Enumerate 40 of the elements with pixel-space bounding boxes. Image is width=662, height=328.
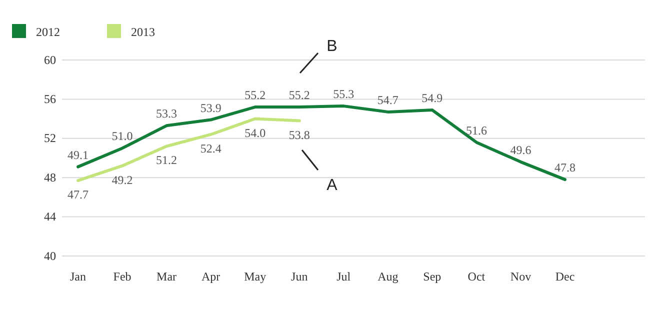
data-label: 51.6 — [466, 123, 487, 138]
x-tick-label: Jul — [336, 270, 352, 284]
x-tick-label: Jun — [291, 270, 308, 284]
x-tick-label: Apr — [201, 270, 220, 284]
data-label: 49.6 — [510, 142, 532, 157]
y-tick-label: 52 — [44, 131, 56, 146]
x-tick-label: May — [244, 270, 266, 284]
y-tick-label: 48 — [44, 170, 56, 184]
data-label: 47.7 — [68, 188, 88, 202]
x-tick-label: Nov — [510, 270, 532, 284]
x-tick-label: Oct — [468, 270, 486, 284]
y-tick-label: 60 — [44, 52, 56, 67]
data-label: 54.7 — [377, 92, 398, 107]
data-label: 55.3 — [333, 87, 354, 102]
x-tick-label: Aug — [378, 270, 398, 284]
legend-label: 2012 — [36, 25, 60, 39]
x-tick-label: Feb — [113, 270, 132, 284]
data-label: 51.2 — [156, 153, 178, 168]
x-tick-label: Jan — [70, 270, 86, 284]
annotation: A — [326, 177, 338, 194]
y-tick-label: 56 — [44, 92, 56, 106]
data-label: 53.3 — [156, 106, 178, 121]
x-tick-label: Sep — [423, 270, 442, 284]
data-label: 49.2 — [112, 172, 133, 187]
data-label: 54.9 — [422, 90, 443, 105]
x-tick-label: Dec — [555, 270, 575, 284]
x-tick-label: Mar — [156, 270, 177, 284]
data-label: 55.2 — [244, 88, 266, 102]
data-label: 47.8 — [554, 160, 576, 175]
data-label: 52.4 — [200, 141, 222, 156]
data-label: 49.1 — [68, 148, 88, 162]
data-label: 53.9 — [200, 100, 222, 115]
y-tick-label: 40 — [44, 248, 56, 263]
data-label: 53.8 — [288, 128, 310, 142]
data-label: 51.0 — [112, 129, 133, 144]
text: B — [326, 38, 338, 55]
data-label: 54.0 — [244, 126, 266, 140]
data-label: 55.2 — [288, 88, 310, 102]
y-tick-label: 44 — [44, 210, 56, 224]
legend-label: 2013 — [131, 25, 155, 39]
